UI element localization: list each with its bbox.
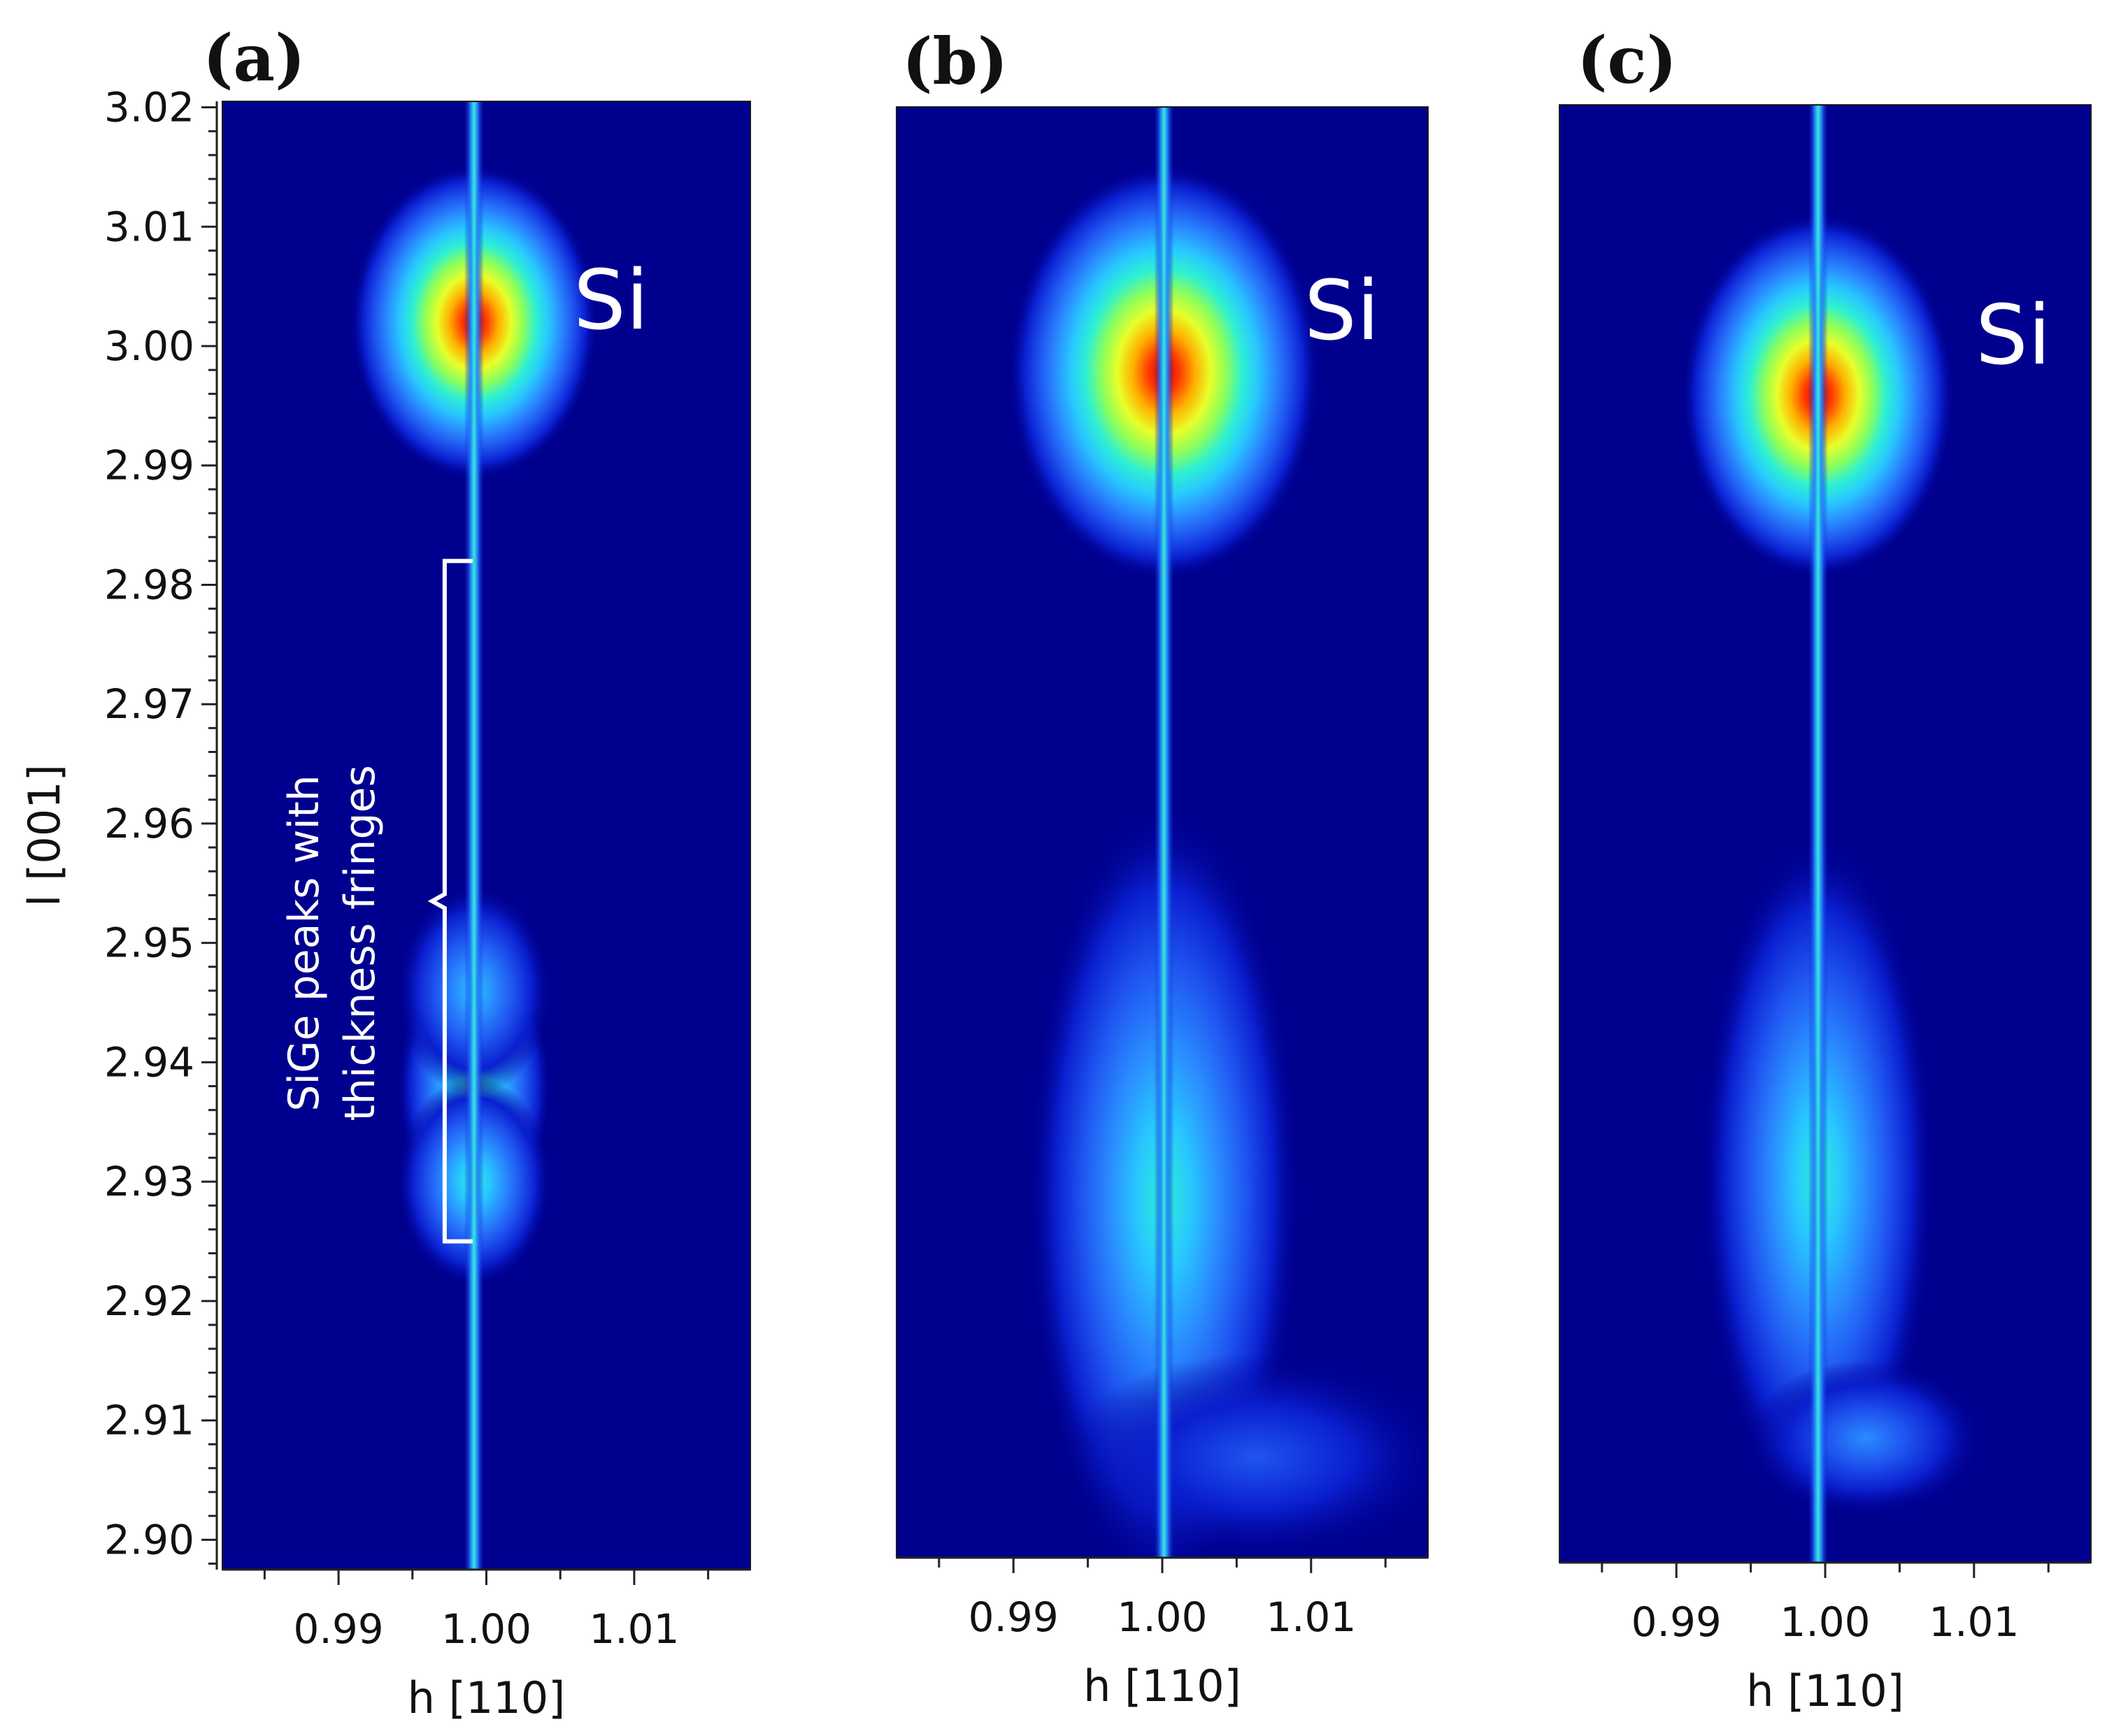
panel-label: (a) [203, 20, 306, 96]
panel-2: 0.99 1.00 1.01 h [110] (b) Si [896, 24, 1429, 1712]
panel-3: 0.99 1.00 1.01 h [110] (c) Si [1559, 22, 2092, 1716]
si-peak-label: Si [1976, 287, 2051, 383]
si-peak-label: Si [1304, 262, 1380, 359]
y-tick-label: 2.95 [104, 919, 194, 967]
y-axis-title: l [001] [19, 764, 70, 907]
y-tick-label: 2.90 [104, 1516, 194, 1563]
y-tick-label: 2.93 [104, 1158, 194, 1205]
panel-label: (c) [1577, 22, 1677, 98]
x-tick-label: 0.99 [1631, 1598, 1722, 1646]
x-tick-label: 1.00 [1117, 1593, 1207, 1641]
annotation-line: thickness fringes [336, 765, 385, 1121]
y-tick-label: 2.94 [104, 1038, 194, 1086]
heatmap-peak [1749, 1360, 1983, 1516]
truncation-rod [1154, 107, 1174, 1558]
x-tick-label: 1.01 [1266, 1593, 1356, 1641]
y-tick-label: 2.99 [104, 442, 194, 489]
x-axis-title: h [110] [1746, 1665, 1904, 1716]
x-axis-title: h [110] [408, 1672, 566, 1723]
truncation-rod [1808, 105, 1828, 1563]
x-tick-label: 0.99 [294, 1605, 384, 1653]
heatmap-peak [1061, 1354, 1428, 1558]
panel-label: (b) [902, 24, 1008, 99]
x-tick-label: 1.00 [1780, 1598, 1870, 1646]
panel-1: 0.99 1.00 1.01 h [110] (a) Si 3.02 3.01 3.00 2.99… [19, 20, 751, 1723]
x-axis-title: h [110] [1083, 1660, 1241, 1712]
y-tick-label: 2.97 [104, 680, 194, 728]
y-tick-label: 3.01 [104, 203, 194, 250]
y-tick-label: 3.02 [104, 84, 194, 131]
x-tick-label: 1.00 [441, 1605, 531, 1653]
y-tick-label: 3.00 [104, 322, 194, 370]
y-tick-label: 2.98 [104, 561, 194, 608]
y-tick-label: 2.96 [104, 800, 194, 847]
sige-bracket [427, 559, 473, 1244]
y-tick-label: 2.92 [104, 1277, 194, 1325]
truncation-rod [464, 101, 484, 1570]
si-peak-label: Si [573, 252, 649, 348]
y-tick-label: 2.91 [104, 1397, 194, 1444]
x-tick-label: 1.01 [1929, 1598, 2019, 1646]
annotation-line: SiGe peaks with [280, 775, 329, 1111]
x-tick-label: 1.01 [589, 1605, 679, 1653]
x-tick-label: 0.99 [969, 1593, 1059, 1641]
